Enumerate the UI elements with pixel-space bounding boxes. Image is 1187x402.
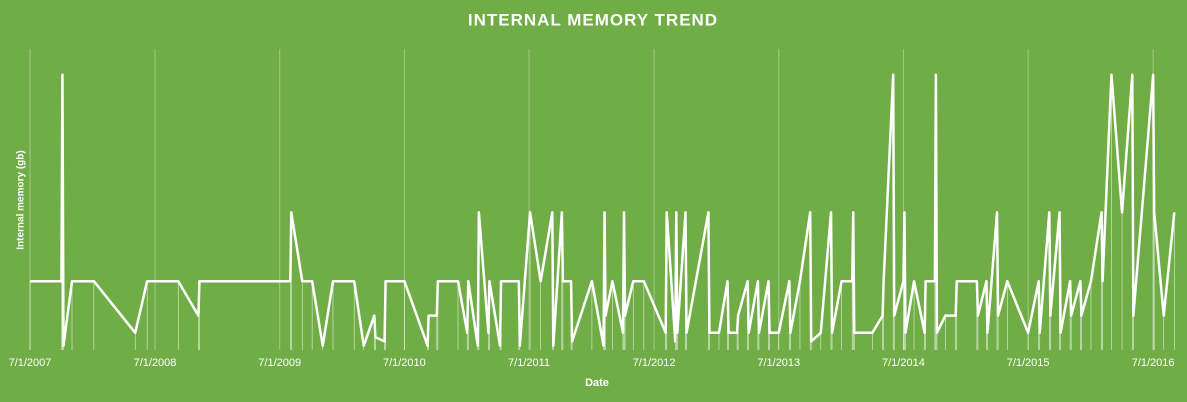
- x-tick-label: 7/1/2015: [1007, 357, 1050, 369]
- x-tick-label: 7/1/2007: [9, 357, 52, 369]
- x-tick-label: 7/1/2010: [383, 357, 426, 369]
- x-tick-label: 7/1/2009: [258, 357, 301, 369]
- x-tick-label: 7/1/2012: [633, 357, 676, 369]
- y-axis-label: Internal memory (gb): [16, 150, 27, 249]
- x-axis-label: Date: [585, 377, 609, 389]
- x-tick-label: 7/1/2016: [1132, 357, 1175, 369]
- x-tick-label: 7/1/2011: [508, 357, 550, 369]
- chart-title: INTERNAL MEMORY TREND: [468, 10, 718, 29]
- data-line: [30, 73, 1176, 347]
- x-tick-label: 7/1/2008: [134, 357, 177, 369]
- x-tick-label: 7/1/2014: [882, 357, 925, 369]
- x-tick-label: 7/1/2013: [757, 357, 800, 369]
